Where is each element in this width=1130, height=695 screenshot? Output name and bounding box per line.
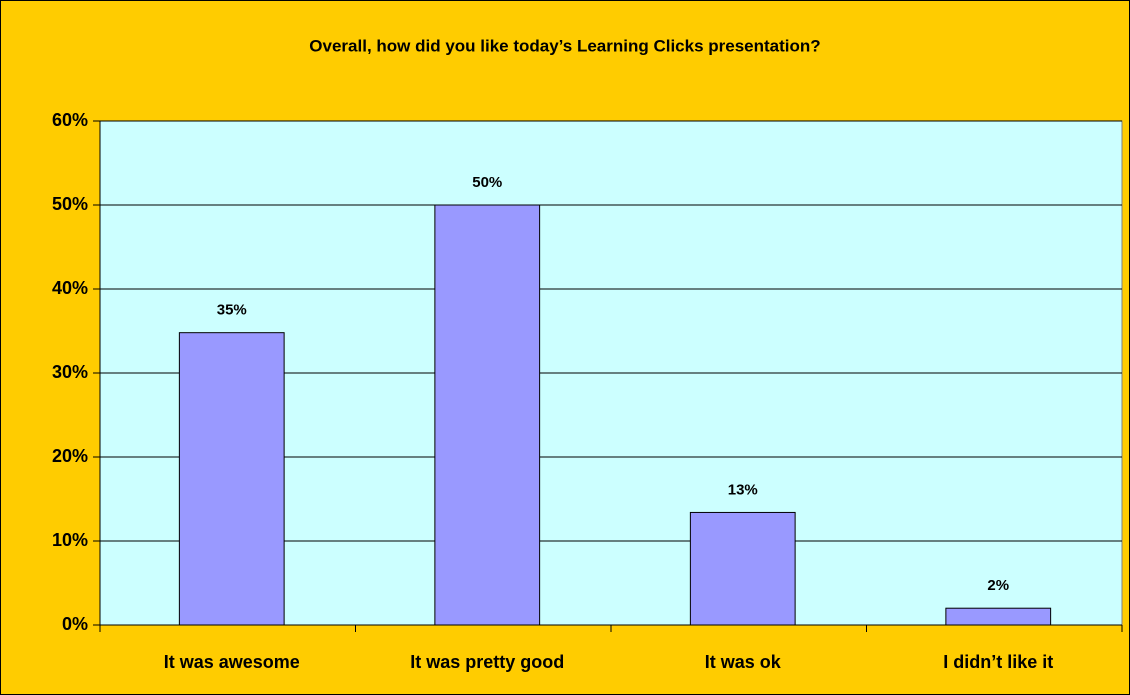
chart-title: Overall, how did you like today’s Learni…	[309, 36, 820, 55]
y-tick-label: 10%	[52, 530, 88, 550]
bar	[434, 204, 541, 626]
x-tick-label: It was awesome	[164, 652, 300, 672]
x-tick-label: I didn’t like it	[943, 652, 1053, 672]
y-tick-label: 20%	[52, 446, 88, 466]
data-label: 50%	[472, 174, 502, 191]
data-label: 2%	[987, 577, 1009, 594]
bar	[945, 607, 1052, 626]
bar	[689, 511, 796, 626]
data-label: 13%	[728, 481, 758, 498]
y-tick-label: 0%	[62, 614, 88, 634]
bar	[178, 332, 285, 626]
y-tick-label: 50%	[52, 194, 88, 214]
y-tick-label: 60%	[52, 110, 88, 130]
y-tick-label: 30%	[52, 362, 88, 382]
data-label: 35%	[217, 302, 247, 319]
x-tick-label: It was pretty good	[410, 652, 564, 672]
x-tick-label: It was ok	[705, 652, 782, 672]
y-tick-label: 40%	[52, 278, 88, 298]
